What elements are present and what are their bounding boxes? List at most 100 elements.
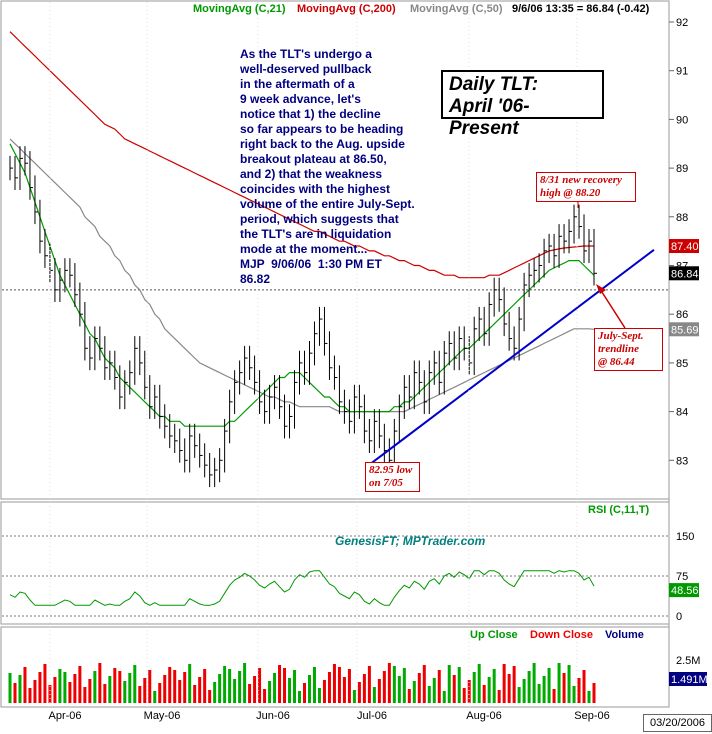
rsi-tick-label: 75 (676, 571, 688, 583)
volume-bar (233, 679, 237, 703)
volume-bar (317, 688, 321, 703)
volume-bar (412, 681, 416, 703)
trendline-callout: July-Sept. trendline @ 86.44 (594, 328, 663, 371)
up-close-legend: Up Close (470, 629, 518, 641)
y-tick-label: 89 (676, 163, 688, 175)
ma200-legend: MovingAvg (C,200) (297, 3, 396, 15)
volume-bar (397, 676, 401, 703)
rsi-value-box (669, 583, 699, 598)
volume-bar (88, 679, 92, 703)
date-stamp: 03/20/2006 (643, 714, 712, 732)
volume-bar (163, 675, 167, 703)
volume-bar (278, 665, 282, 703)
trendline-arrow (599, 288, 626, 329)
volume-bar (263, 689, 267, 703)
volume-bar (38, 672, 42, 703)
volume-bar (442, 691, 446, 703)
title-line-2: April '06-Present (449, 96, 530, 139)
volume-bar (218, 674, 222, 703)
volume-bar (467, 680, 471, 703)
volume-bar (113, 668, 117, 703)
volume-bar (532, 663, 536, 703)
volume-bar (567, 665, 571, 703)
volume-bar (482, 685, 486, 703)
volume-bar (103, 684, 107, 703)
volume-bar (432, 678, 436, 703)
y-tick-label: 92 (676, 17, 688, 29)
volume-bar (392, 666, 396, 703)
volume-bar (302, 683, 306, 703)
volume-bar (452, 675, 456, 703)
volume-bar (228, 669, 232, 703)
volume-bar (457, 667, 461, 703)
volume-bar (168, 667, 172, 703)
trendline-line-2: trendline (598, 343, 639, 355)
volume-bar (587, 691, 591, 703)
volume-bar (562, 673, 566, 703)
volume-bar (402, 668, 406, 703)
volume-bar (327, 672, 331, 703)
low-line-1: 82.95 low (369, 464, 413, 476)
volume-bar (312, 667, 316, 703)
volume-bar (377, 679, 381, 703)
volume-bar (352, 690, 356, 703)
volume-bar (43, 664, 47, 703)
volume-bar (417, 673, 421, 703)
volume-bar (372, 687, 376, 703)
ma21-line (9, 143, 595, 427)
volume-bar (193, 685, 197, 703)
volume-tick-label: 2.5M (676, 655, 700, 667)
volume-bar (108, 676, 112, 703)
volume-bar (382, 671, 386, 703)
volume-bar (23, 667, 27, 703)
month-label: Sep-06 (574, 710, 609, 722)
chart-title: Daily TLT: April '06-Present (441, 70, 604, 139)
y-tick-label: 91 (676, 66, 688, 78)
volume-bar (572, 686, 576, 703)
ma200-value-label: 87.40 (671, 241, 699, 253)
trendline-line-3: @ 86.44 (598, 356, 635, 368)
month-label: Jul-06 (357, 710, 387, 722)
ma50-value-label: 85.69 (671, 324, 699, 336)
x-axis: Apr-06 May-06 Jun-06 Jul-06 Aug-06 Sep-06 (48, 2, 610, 722)
volume-bar (148, 670, 152, 703)
volume-bar (273, 673, 277, 703)
rsi-path (9, 570, 595, 606)
trendline-arrowhead (596, 284, 606, 294)
volume-bar (362, 674, 366, 703)
rsi-tick-label: 150 (676, 531, 694, 543)
volume-bar (33, 680, 37, 703)
volume-bar (552, 689, 556, 703)
volume-bar (118, 671, 122, 703)
price-value-label: 86.84 (671, 268, 699, 280)
volume-bar (497, 690, 501, 703)
volume-bar (63, 672, 67, 703)
trendline-line-1: July-Sept. (598, 330, 644, 342)
ma200-value-box (669, 239, 699, 254)
volume-legend: Volume (605, 629, 644, 641)
volume-bar (347, 669, 351, 703)
y-tick-label: 86 (676, 309, 688, 321)
rsi-label: RSI (C,11,T) (588, 504, 650, 516)
ma50-legend: MovingAvg (C,50) (410, 3, 503, 15)
volume-bar (288, 678, 292, 703)
volume-bar (203, 669, 207, 703)
volume-bar (143, 678, 147, 703)
volume-bar (213, 682, 217, 703)
ma50-line (9, 138, 595, 413)
ma21-path (9, 143, 595, 427)
volume-bar (178, 680, 182, 703)
volume-bar (98, 663, 102, 703)
volume-bar (93, 671, 97, 703)
volume-bar (477, 664, 481, 703)
y-tick-label: 85 (676, 358, 688, 370)
y-tick-label: 88 (676, 212, 688, 224)
rsi-tick-label: 0 (676, 611, 682, 623)
volume-bar (198, 677, 202, 703)
ma50-value-box (669, 322, 699, 337)
y-tick-label: 90 (676, 114, 688, 126)
quote-readout: 9/6/06 13:35 = 86.84 (-0.42) (512, 3, 650, 15)
volume-bar (527, 671, 531, 703)
volume-bar (517, 687, 521, 703)
volume-bar (173, 670, 177, 703)
